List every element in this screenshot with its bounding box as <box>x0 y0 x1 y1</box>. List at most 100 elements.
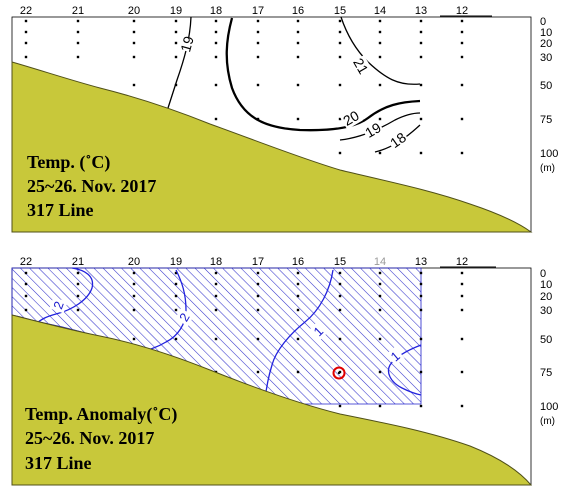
svg-text:2: 2 <box>50 299 67 311</box>
depth-tick-label: 20 <box>540 38 552 50</box>
sample-point <box>256 337 260 341</box>
depth-tick-label: 100 <box>540 401 558 413</box>
sample-point <box>460 83 464 87</box>
sample-point <box>24 294 28 298</box>
sample-point <box>24 282 28 286</box>
sample-point <box>174 294 178 298</box>
sample-point <box>132 55 136 59</box>
temperature-station-labels: 22 21 20 19 18 17 16 15 14 13 12 <box>20 5 468 17</box>
anomaly-contour-minus1-left <box>264 269 334 401</box>
sample-point <box>338 55 342 59</box>
temperature-panel: 22 21 20 19 18 17 16 15 14 13 12 01020305075100(m)… <box>11 5 558 233</box>
sample-point <box>296 30 300 34</box>
station-label: 12 <box>456 256 468 268</box>
sample-point <box>256 55 260 59</box>
sample-point <box>378 117 382 121</box>
sample-point <box>378 30 382 34</box>
sample-point <box>460 117 464 121</box>
sample-point <box>338 404 342 408</box>
highlight-marker <box>332 366 346 380</box>
sample-point <box>378 282 382 286</box>
sample-point <box>24 55 28 59</box>
station-label: 20 <box>128 256 140 268</box>
sample-point <box>296 83 300 87</box>
sample-point <box>24 19 28 23</box>
sample-point <box>460 151 464 155</box>
sample-point <box>296 41 300 45</box>
station-label: 13 <box>415 5 427 17</box>
station-label: 17 <box>252 256 264 268</box>
anomaly-station-labels: 22 21 20 19 18 17 16 15 14 13 12 <box>20 256 468 268</box>
sample-point <box>132 41 136 45</box>
sample-point <box>132 308 136 312</box>
sample-point <box>338 271 342 275</box>
sample-point <box>338 370 342 374</box>
anomaly-line-name: 317 Line <box>25 453 92 473</box>
sample-point <box>76 41 80 45</box>
temp-contour-label-18: 18 <box>386 128 410 152</box>
depth-tick-label: 30 <box>540 305 552 317</box>
station-label: 15 <box>334 256 346 268</box>
station-label: 22 <box>20 5 32 17</box>
sample-point <box>132 19 136 23</box>
anomaly-contour-minus2-mid <box>139 269 187 353</box>
sample-point <box>419 337 423 341</box>
sample-point <box>132 294 136 298</box>
sample-point <box>338 282 342 286</box>
anomaly-contour-label-2b: 2 <box>174 308 194 327</box>
temperature-line-name: 317 Line <box>27 200 94 220</box>
sample-point <box>174 41 178 45</box>
sample-point <box>460 282 464 286</box>
sample-point <box>132 30 136 34</box>
sample-point <box>214 117 218 121</box>
sample-point <box>460 30 464 34</box>
sample-point <box>378 19 382 23</box>
seabed-bathymetry-anomaly <box>11 314 533 486</box>
sample-point <box>214 30 218 34</box>
sample-point <box>132 271 136 275</box>
station-label: 18 <box>210 5 222 17</box>
sample-point <box>296 370 300 374</box>
sample-point <box>338 151 342 155</box>
sample-point <box>460 55 464 59</box>
sample-point <box>419 370 423 374</box>
sample-point <box>174 308 178 312</box>
sample-point <box>460 337 464 341</box>
sample-point <box>256 41 260 45</box>
svg-text:20: 20 <box>340 107 362 129</box>
sample-point <box>214 282 218 286</box>
temp-contour-19-right <box>339 112 421 141</box>
sample-point <box>24 308 28 312</box>
sample-point <box>256 83 260 87</box>
sample-point <box>214 271 218 275</box>
station-label: 22 <box>20 256 32 268</box>
sample-point <box>338 41 342 45</box>
sample-point <box>76 55 80 59</box>
svg-text:21: 21 <box>350 55 372 77</box>
sample-point <box>256 30 260 34</box>
temp-contour-label-21: 21 <box>350 55 372 77</box>
station-label: 19 <box>170 256 182 268</box>
sample-point <box>419 308 423 312</box>
sample-point <box>419 271 423 275</box>
depth-tick-label: 50 <box>540 80 552 92</box>
sample-point <box>76 19 80 23</box>
sample-point <box>174 19 178 23</box>
sample-point <box>460 294 464 298</box>
station-label: 18 <box>210 256 222 268</box>
anomaly-contour-minus2-left <box>35 267 94 325</box>
sample-point <box>338 30 342 34</box>
sample-point <box>256 294 260 298</box>
sample-point <box>338 83 342 87</box>
sample-point <box>24 41 28 45</box>
sample-point <box>214 41 218 45</box>
sample-point <box>132 337 136 341</box>
sample-point <box>419 19 423 23</box>
temp-contour-label-19a: 19 <box>177 34 197 53</box>
sample-point <box>24 30 28 34</box>
sample-point <box>419 41 423 45</box>
sample-point <box>296 117 300 121</box>
